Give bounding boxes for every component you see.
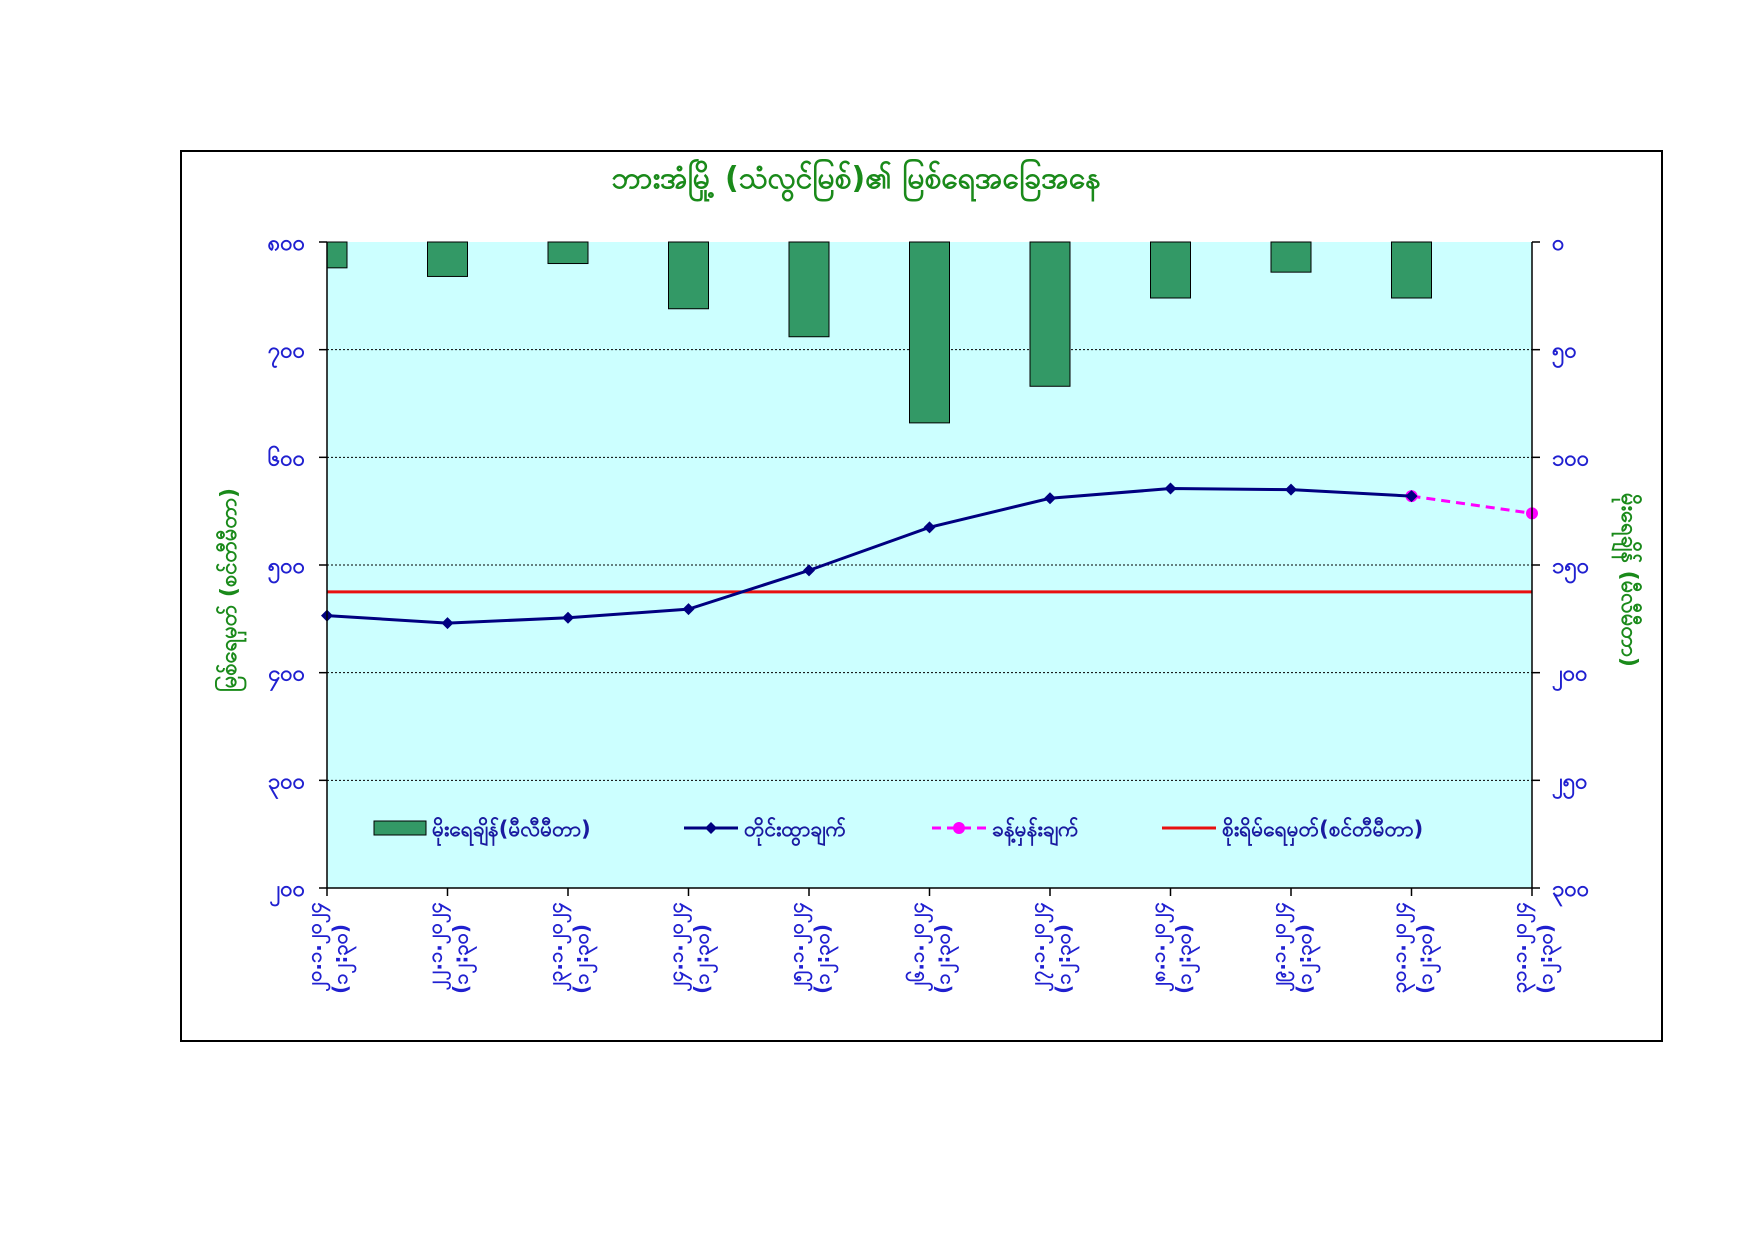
right-tick-label: ၁၀၀ [1552,446,1589,471]
rainfall-bar [909,241,950,424]
measured-point [682,603,695,616]
rainfall-bars [326,241,1432,424]
forecast-line [1411,494,1533,515]
right-tick-label: ၂၅၀ [1552,769,1588,799]
measured-point [1405,490,1418,503]
left-axis-label: မြစ်ရေမှတ် (စင်တီမီတာ) [214,488,247,692]
measured-point [1285,483,1297,496]
rainfall-bar [1150,241,1191,299]
rainfall-bar [427,241,468,277]
rainfall-bar [547,241,589,265]
water-level-lines [321,482,1538,630]
rainfall-bar [326,241,348,269]
measured-line [326,487,1412,625]
chart-title: ဘားအံမြို့ (သံလွင်မြစ်)၏ မြစ်ရေအခြေအနေ [611,158,1100,203]
left-tick-label: ၄၀၀ [268,662,305,692]
left-tick-label: ၃၀၀ [268,769,305,799]
rainfall-bar [1391,241,1432,299]
measured-point [1164,482,1177,495]
right-axis-label: မိုးရေချိန် (မီလီမီတာ) [1611,493,1643,667]
rainfall-bar [788,241,830,338]
gridlines [327,349,1532,781]
rainfall-bar [1029,241,1071,387]
right-tick-label: ၀ [1552,231,1564,256]
left-tick-label: ၆၀၀ [268,444,305,471]
legend-marker-forecast [953,822,965,834]
rainfall-bar [1270,241,1312,273]
measured-point [923,521,936,534]
rainfall-bar [668,241,709,310]
legend-marker-measured [705,822,717,834]
measured-point [803,564,815,577]
left-tick-label: ၇၀၀ [268,339,305,369]
measured-point [1044,492,1056,505]
right-tick-label: ၅၀ [1552,339,1577,369]
measured-point [441,617,454,630]
left-tick-label: ၈၀၀ [268,231,305,256]
right-tick-label: ၂၀၀ [1552,662,1588,692]
legend-swatch-rainfall [373,820,427,836]
measured-point [562,611,574,624]
